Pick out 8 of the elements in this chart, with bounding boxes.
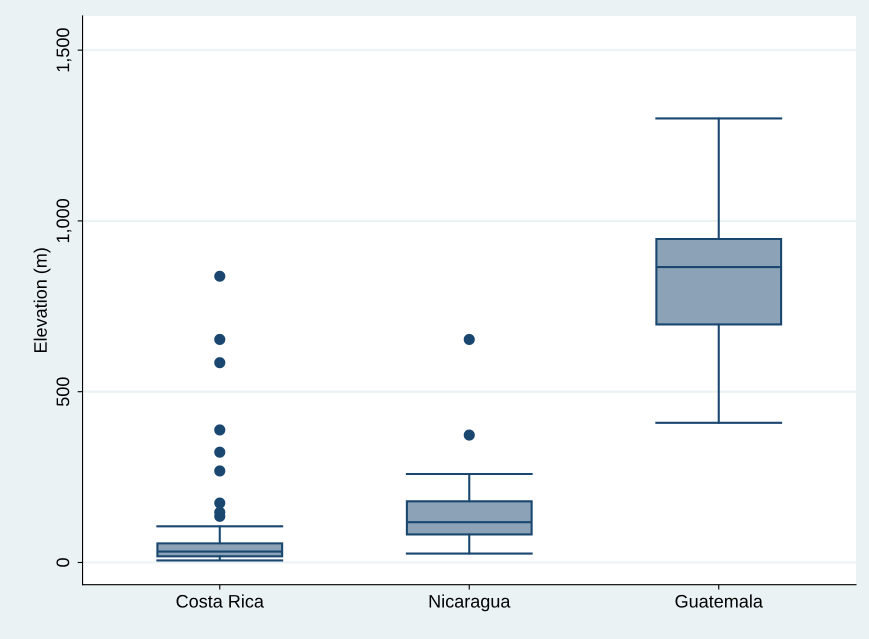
y-axis-title: Elevation (m) [34,248,50,352]
y-tick-label: 500 [56,377,70,406]
y-tick-label: 1,000 [56,199,72,242]
y-tick-label: 0 [56,558,70,567]
x-tick-label: Nicaragua [430,594,510,612]
x-tick-label: Guatemala [676,594,763,608]
x-tick-label: Costa Rica [176,594,264,608]
y-tick-label: 1,500 [56,28,72,72]
